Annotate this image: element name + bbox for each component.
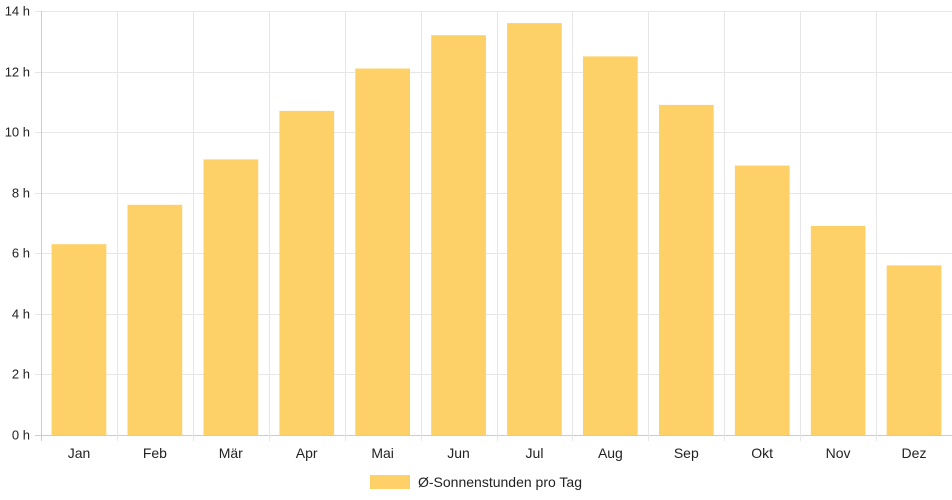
legend: Ø-Sonnenstunden pro Tag (0, 470, 952, 494)
x-tick-label: Feb (143, 445, 167, 461)
x-tick-label: Jan (68, 445, 91, 461)
x-tick-label: Sep (674, 445, 699, 461)
bar-Nov (810, 226, 866, 435)
x-tick-label: Jun (447, 445, 470, 461)
x-tick-label: Okt (751, 445, 773, 461)
bar-Sep (659, 104, 714, 436)
bar-Jul (507, 23, 562, 435)
x-tick-label: Mai (371, 445, 394, 461)
y-tick-label: 10 h (5, 125, 30, 140)
bar-Okt (734, 165, 790, 435)
x-tick-label: Apr (296, 445, 318, 461)
bar-Mai (355, 68, 410, 435)
bar-Aug (583, 56, 638, 436)
legend-item[interactable]: Ø-Sonnenstunden pro Tag (370, 474, 582, 490)
x-tick-label: Jul (526, 445, 544, 461)
y-tick-label: 0 h (12, 428, 30, 443)
grid-lines (35, 11, 952, 441)
bar-Apr (279, 110, 335, 436)
y-axis: 0 h 2 h 4 h 6 h 8 h 10 h 12 h 14 h (5, 4, 30, 443)
x-tick-label: Nov (826, 445, 851, 461)
bars (51, 23, 942, 436)
y-tick-label: 4 h (12, 307, 30, 322)
bar-Mär (203, 159, 259, 435)
bar-Jun (431, 35, 486, 435)
bar-Dez (886, 265, 942, 435)
legend-swatch (370, 475, 410, 489)
x-tick-label: Mär (219, 445, 243, 461)
y-tick-label: 2 h (12, 367, 30, 382)
x-tick-label: Dez (902, 445, 927, 461)
y-tick-label: 6 h (12, 246, 30, 261)
legend-label: Ø-Sonnenstunden pro Tag (418, 474, 582, 490)
bar-Feb (127, 204, 183, 435)
x-tick-label: Aug (598, 445, 623, 461)
x-axis: Jan Feb Mär Apr Mai Jun Jul Aug Sep Okt Nov Dez (68, 445, 927, 461)
y-tick-label: 14 h (5, 4, 30, 19)
y-tick-label: 8 h (12, 186, 30, 201)
y-tick-label: 12 h (5, 65, 30, 80)
bar-Jan (51, 244, 107, 435)
